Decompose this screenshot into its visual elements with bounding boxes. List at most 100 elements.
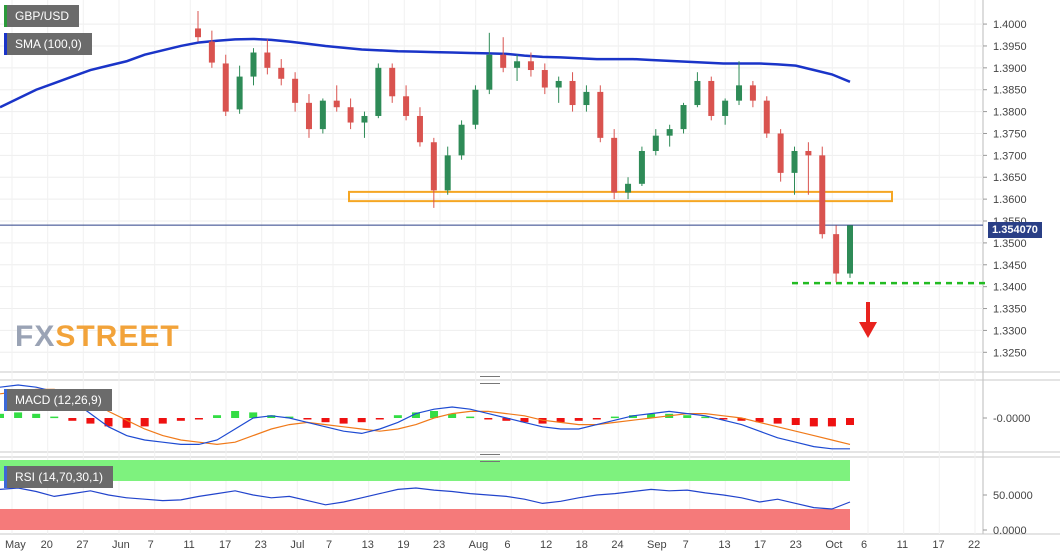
y-tick-label: 1.3300 — [993, 325, 1027, 337]
macd-histogram-bar — [628, 415, 637, 418]
candle-body — [777, 133, 784, 173]
macd-histogram-bar — [846, 418, 854, 425]
candle-body — [222, 63, 229, 112]
macd-histogram-bar — [574, 418, 583, 421]
macd-histogram-bar — [592, 418, 601, 420]
candle — [472, 85, 479, 130]
macd-histogram-bar — [122, 418, 131, 428]
candle — [361, 111, 368, 138]
x-tick-label: Aug — [469, 539, 489, 551]
macd-histogram-bar — [520, 418, 529, 423]
candle — [236, 65, 243, 114]
candle-body — [458, 124, 465, 156]
candle — [375, 63, 382, 119]
candle-body — [652, 135, 659, 151]
candle — [777, 129, 784, 182]
candle-body — [527, 61, 534, 71]
rsi-y-tick-label: 50.0000 — [993, 490, 1033, 502]
candle — [333, 85, 340, 112]
candle-body — [444, 155, 451, 191]
candle — [541, 63, 548, 95]
candle-body — [514, 61, 521, 68]
candle-body — [472, 89, 479, 125]
macd-histogram-bar — [158, 418, 167, 424]
candle-body — [208, 41, 215, 63]
candle-body — [833, 234, 840, 274]
candle — [569, 72, 576, 112]
candle-body — [819, 155, 826, 235]
macd-histogram-bar — [140, 418, 149, 427]
macd-histogram-bar — [393, 415, 402, 418]
macd-histogram-bar — [213, 415, 222, 418]
y-tick-label: 1.3750 — [993, 128, 1027, 140]
macd-histogram-bar — [791, 418, 800, 425]
macd-histogram-bar — [683, 415, 692, 418]
y-tick-label: 1.3400 — [993, 282, 1027, 294]
candle-body — [236, 76, 243, 110]
candle-body — [430, 142, 437, 191]
candle-body — [722, 100, 729, 116]
y-tick-label: 1.3350 — [993, 304, 1027, 316]
macd-tag: MACD (12,26,9) — [4, 389, 112, 411]
candle — [195, 10, 201, 42]
macd-histogram-bar — [321, 418, 330, 423]
sma-tag: SMA (100,0) — [4, 33, 92, 55]
candle — [680, 102, 687, 134]
x-tick-label: May — [5, 539, 26, 551]
candle-body — [611, 137, 618, 193]
candle-body — [416, 115, 423, 143]
candle-body — [486, 54, 493, 90]
candle-body — [583, 91, 590, 106]
macd-histogram-bar — [86, 418, 95, 424]
pane-resize-handle[interactable] — [480, 454, 500, 462]
candle — [305, 94, 312, 138]
macd-histogram-bar — [647, 413, 656, 418]
rsi-line — [0, 487, 851, 510]
macd-histogram-bar — [755, 418, 764, 423]
candle-body — [541, 70, 548, 88]
down-arrow-head — [859, 322, 877, 338]
x-tick-label: 7 — [326, 539, 332, 551]
macd-histogram-bar — [809, 418, 818, 427]
pane-resize-handle[interactable] — [480, 376, 500, 384]
macd-histogram-bar — [466, 416, 475, 419]
macd-histogram-bar — [176, 418, 185, 421]
x-tick-label: 20 — [41, 539, 53, 551]
candle-body — [763, 100, 770, 134]
candle-body — [805, 150, 812, 156]
candle — [847, 225, 853, 278]
macd-histogram-bar — [448, 413, 457, 418]
candle-body — [694, 80, 701, 106]
rsi-y-tick-label: 0.0000 — [993, 525, 1027, 537]
x-tick-label: 13 — [718, 539, 730, 551]
macd-histogram-bar — [267, 415, 276, 418]
candle — [292, 72, 299, 112]
x-tick-label: 17 — [754, 539, 766, 551]
macd-histogram-bar — [303, 418, 312, 420]
x-tick-label: 22 — [968, 539, 980, 551]
macd-histogram-bar — [357, 418, 366, 423]
candle — [583, 85, 590, 112]
candle-body — [403, 96, 410, 116]
x-tick-label: 17 — [219, 539, 231, 551]
x-tick-label: 12 — [540, 539, 552, 551]
macd-histogram-bar — [701, 416, 710, 419]
x-tick-label: 23 — [790, 539, 802, 551]
macd-histogram-bar — [194, 418, 203, 420]
candle-body — [264, 52, 271, 68]
candle-body — [749, 85, 756, 101]
macd-histogram-bar — [773, 418, 782, 424]
macd-histogram-bar — [610, 416, 619, 419]
macd-histogram-bar — [50, 416, 59, 419]
y-tick-label: 1.3250 — [993, 347, 1027, 359]
macd-histogram-bar — [827, 418, 836, 427]
candle-body — [680, 105, 687, 130]
candle — [749, 80, 756, 108]
macd-histogram-bar — [484, 418, 493, 420]
candle — [805, 142, 812, 195]
y-tick-label: 1.3600 — [993, 194, 1027, 206]
macd-histogram-bar — [556, 418, 565, 423]
candle-body — [569, 80, 576, 106]
